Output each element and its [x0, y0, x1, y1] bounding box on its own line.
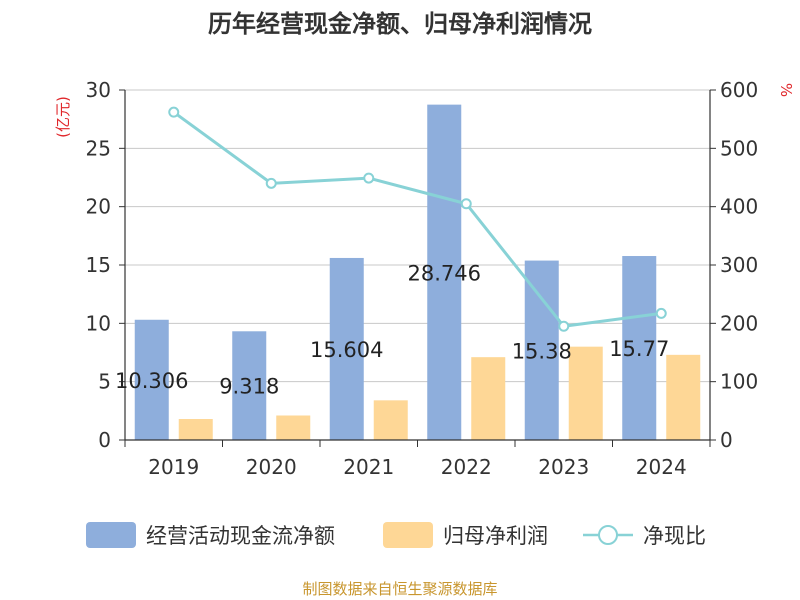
left-tick-label: 0 [98, 428, 111, 452]
legend-label: 净现比 [643, 524, 706, 548]
net-profit-bar [178, 419, 213, 440]
net-profit-bar [568, 346, 603, 440]
net-cash-ratio-line [172, 110, 662, 328]
right-tick-label: 0 [720, 428, 733, 452]
legend-marker [598, 525, 618, 545]
cashflow-data-label: 15.77 [609, 337, 669, 361]
left-tick-label: 25 [86, 136, 111, 160]
x-tick-label: 2022 [441, 455, 492, 479]
net-cash-ratio-point [460, 198, 472, 210]
cashflow-bar [427, 104, 462, 440]
x-tick-label: 2021 [343, 455, 394, 479]
net-cash-ratio-point [363, 172, 375, 184]
net-cash-ratio-point [168, 106, 180, 118]
left-axis-unit: (亿元) [54, 96, 72, 138]
legend-net-profit[interactable]: 归母净利润 [383, 522, 548, 548]
x-tick-label: 2019 [148, 455, 199, 479]
left-tick-label: 5 [98, 370, 111, 394]
left-tick-label: 10 [86, 311, 111, 335]
right-tick-label: 100 [720, 370, 758, 394]
right-tick-label: 300 [720, 253, 758, 277]
cashflow-bar [329, 257, 364, 440]
cashflow-bar [134, 319, 169, 440]
cashflow-data-label: 15.604 [310, 338, 383, 362]
source-note: 制图数据来自恒生聚源数据库 [302, 580, 497, 598]
legend-swatch [383, 522, 433, 548]
legend-label: 归母净利润 [443, 524, 548, 548]
chart-title: 历年经营现金净额、归母净利润情况 [208, 10, 592, 38]
cashflow-bar [622, 256, 657, 440]
cashflow-data-label: 28.746 [408, 261, 481, 285]
x-tick-label: 2023 [538, 455, 589, 479]
right-tick-label: 200 [720, 311, 758, 335]
net-profit-bar [666, 354, 701, 440]
net-profit-bar [373, 400, 408, 440]
right-axis-unit: % [777, 83, 795, 97]
right-tick-label: 600 [720, 78, 758, 102]
cashflow-data-label: 9.318 [219, 375, 279, 399]
legend-cashflow[interactable]: 经营活动现金流净额 [86, 522, 335, 548]
left-tick-label: 30 [86, 78, 111, 102]
net-cash-ratio-point [558, 320, 570, 332]
net-profit-bar [471, 357, 506, 440]
left-tick-label: 15 [86, 253, 111, 277]
net-cash-ratio-point [655, 307, 667, 319]
legend-swatch [86, 522, 136, 548]
cashflow-bar [232, 331, 267, 440]
right-tick-label: 400 [720, 195, 758, 219]
cashflow-data-label: 15.38 [512, 339, 572, 363]
legend-net-cash-ratio[interactable]: 净现比 [583, 524, 706, 548]
net-cash-ratio-point [265, 177, 277, 189]
x-tick-label: 2020 [246, 455, 297, 479]
net-profit-bar [276, 415, 311, 440]
legend-label: 经营活动现金流净额 [146, 524, 335, 548]
cashflow-data-label: 10.306 [115, 369, 188, 393]
x-tick-label: 2024 [636, 455, 687, 479]
left-tick-label: 20 [86, 195, 111, 219]
cashflow-bar [524, 260, 559, 440]
right-tick-label: 500 [720, 136, 758, 160]
